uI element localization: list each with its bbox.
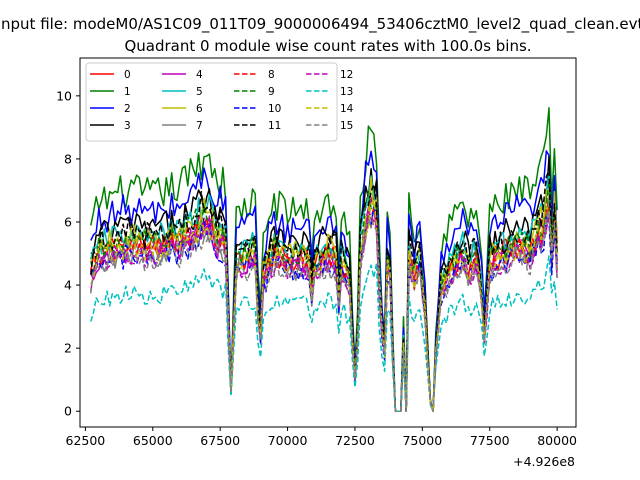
- legend-label-12: 12: [340, 69, 353, 81]
- legend-label-2: 2: [124, 103, 131, 115]
- series-line-14: [90, 200, 558, 412]
- x-tick-label: 75000: [402, 433, 442, 448]
- x-axis: 62500 65000 67500 70000 72500 75000 77500 80000: [66, 427, 577, 448]
- legend-label-11: 11: [268, 120, 281, 132]
- legend-label-6: 6: [196, 103, 203, 115]
- y-tick-label: 4: [64, 278, 72, 293]
- x-tick-label: 67500: [200, 433, 240, 448]
- legend-label-13: 13: [340, 86, 353, 98]
- series-line-13: [90, 255, 558, 412]
- chart-title: Quadrant 0 module wise count rates with …: [124, 37, 531, 55]
- x-tick-label: 65000: [133, 433, 173, 448]
- legend-box: [85, 62, 338, 142]
- y-tick-label: 6: [64, 215, 72, 230]
- y-tick-label: 8: [64, 151, 72, 166]
- series-line-1: [90, 107, 558, 412]
- legend-label-10: 10: [268, 103, 281, 115]
- series-line-12: [90, 211, 558, 412]
- legend-label-1: 1: [124, 86, 131, 98]
- series-line-15: [90, 210, 558, 412]
- x-tick-label: 62500: [66, 433, 106, 448]
- legend-label-15: 15: [340, 120, 353, 132]
- figure-suptitle: Input file: modeM0/AS1C09_011T09_9000006…: [0, 15, 640, 34]
- y-axis: 0 2 4 6 8 10: [56, 88, 80, 419]
- series-layer: [90, 107, 558, 412]
- y-tick-label: 2: [64, 341, 72, 356]
- y-tick-label: 0: [64, 404, 72, 419]
- legend-label-9: 9: [268, 86, 275, 98]
- x-tick-label: 77500: [470, 433, 510, 448]
- legend-label-0: 0: [124, 69, 131, 81]
- x-tick-label: 72500: [335, 433, 375, 448]
- legend-label-4: 4: [196, 69, 203, 81]
- x-offset-label: +4.926e8: [513, 454, 575, 469]
- x-tick-label: 80000: [537, 433, 577, 448]
- legend-label-3: 3: [124, 120, 131, 132]
- legend-label-7: 7: [196, 120, 203, 132]
- legend-label-8: 8: [268, 69, 275, 81]
- x-tick-label: 70000: [268, 433, 308, 448]
- plot-frame: [79, 57, 577, 428]
- legend-label-14: 14: [340, 103, 354, 115]
- series-line-2: [90, 150, 558, 412]
- legend-label-5: 5: [196, 86, 203, 98]
- y-tick-label: 10: [56, 88, 72, 103]
